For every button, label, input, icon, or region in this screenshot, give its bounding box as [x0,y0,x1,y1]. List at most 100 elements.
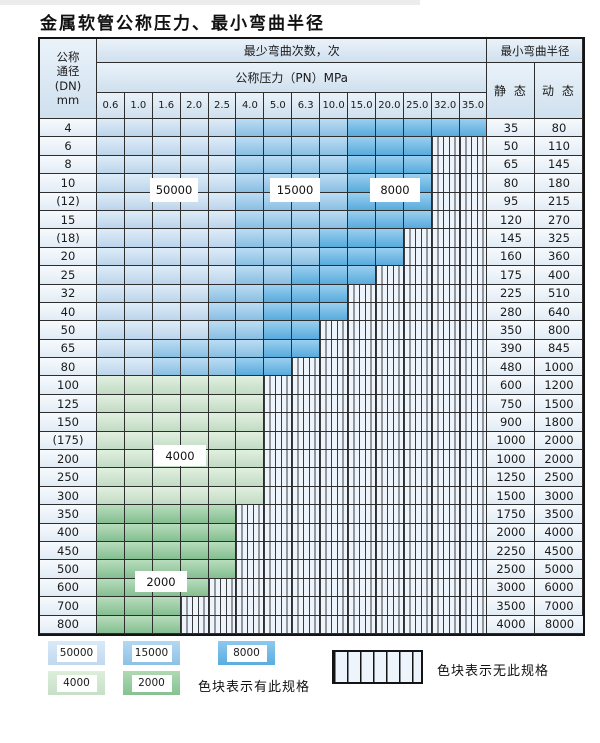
dynamic-radius-cell: 2000 [535,450,584,469]
static-radius-cell: 600 [487,376,536,395]
no-spec-cell [459,431,488,451]
no-spec-cell [431,302,460,322]
spec-cell [292,302,321,322]
pressure-tick: 10.0 [320,93,349,119]
pressure-tick: 6.3 [292,93,321,119]
spec-cell [348,155,376,175]
no-spec-cell [292,468,321,487]
spec-cell [320,137,349,156]
spec-cell [292,321,321,340]
no-spec-cell [459,321,488,340]
no-spec-cell [375,358,404,377]
no-spec-cell [403,468,432,487]
dynamic-radius-cell: 215 [535,192,584,211]
no-spec-cell [208,578,237,598]
spec-cell [180,119,209,138]
spec-cell [236,394,265,414]
spec-cell [97,413,125,432]
no-spec-cell [348,486,376,506]
spec-cell [152,376,181,395]
no-spec-cell [320,486,349,506]
static-radius-cell: 120 [487,210,536,230]
dn-value-cell: 700 [40,597,97,616]
spec-cell [208,358,237,377]
dynamic-radius-cell: 3500 [535,505,584,524]
no-spec-cell [431,339,460,359]
spec-cell [292,119,321,138]
spec-cell [152,321,181,340]
bend-count-region-label: 50000 [150,178,198,202]
no-spec-cell [431,247,460,267]
no-spec-cell [180,615,209,634]
no-spec-cell [236,597,265,616]
no-spec-cell [375,597,404,616]
spec-cell [180,468,209,487]
spec-cell [97,597,125,616]
spec-cell [236,358,265,377]
no-spec-cell [375,376,404,395]
dynamic-radius-cell: 400 [535,266,584,285]
no-spec-cell [375,486,404,506]
no-spec-cell [292,541,321,561]
dynamic-radius-cell: 845 [535,339,584,359]
spec-cell [264,229,293,248]
spec-cell [97,578,125,598]
dn-value-cell: 80 [40,358,97,377]
no-spec-cell [208,597,237,616]
spec-cell [292,229,321,248]
no-spec-cell [320,560,349,579]
pressure-tick: 20.0 [375,93,404,119]
spec-cell [97,174,125,193]
spec-cell [292,339,321,359]
no-spec-cell [431,523,460,542]
nominal-pressure-header: 公称压力（PN）MPa [97,63,488,93]
dynamic-radius-cell: 110 [535,137,584,156]
dn-column-header: 公称 通径 (DN) mm [40,39,97,119]
no-spec-cell [375,450,404,469]
no-spec-cell [264,450,293,469]
no-spec-cell [348,394,376,414]
no-spec-cell [375,615,404,634]
spec-cell [264,137,293,156]
spec-cell [124,210,153,230]
no-spec-cell [459,560,488,579]
spec-cell [403,119,432,138]
spec-cell [180,541,209,561]
no-spec-cell [403,541,432,561]
spec-cell [97,302,125,322]
no-spec-cell [375,523,404,542]
legend-swatch-50000: 50000 [48,641,105,665]
spec-cell [236,376,265,395]
spec-cell [180,394,209,414]
spec-cell [348,119,376,138]
no-spec-cell [320,394,349,414]
spec-cell [236,229,265,248]
no-spec-cell [348,376,376,395]
spec-cell [208,321,237,340]
static-radius-cell: 750 [487,394,536,414]
no-spec-cell [403,266,432,285]
spec-cell [124,192,153,211]
static-radius-cell: 3500 [487,597,536,616]
bend-count-region-label: 4000 [154,445,206,466]
no-spec-cell [459,210,488,230]
spec-cell [208,210,237,230]
dn-value-cell: 4 [40,119,97,138]
no-spec-cell [459,192,488,211]
no-spec-cell [320,321,349,340]
dn-value-cell: 150 [40,413,97,432]
legend-swatch-2000: 2000 [123,671,180,695]
spec-cell [180,505,209,524]
spec-cell [236,450,265,469]
no-spec-cell [292,505,321,524]
static-radius-cell: 3000 [487,578,536,598]
spec-cell [264,210,293,230]
no-spec-cell [348,597,376,616]
no-spec-cell [292,486,321,506]
spec-cell [124,174,153,193]
spec-cell [152,358,181,377]
dynamic-radius-cell: 1800 [535,413,584,432]
no-spec-cell [403,321,432,340]
dynamic-radius-cell: 6000 [535,578,584,598]
pressure-tick: 2.5 [208,93,237,119]
